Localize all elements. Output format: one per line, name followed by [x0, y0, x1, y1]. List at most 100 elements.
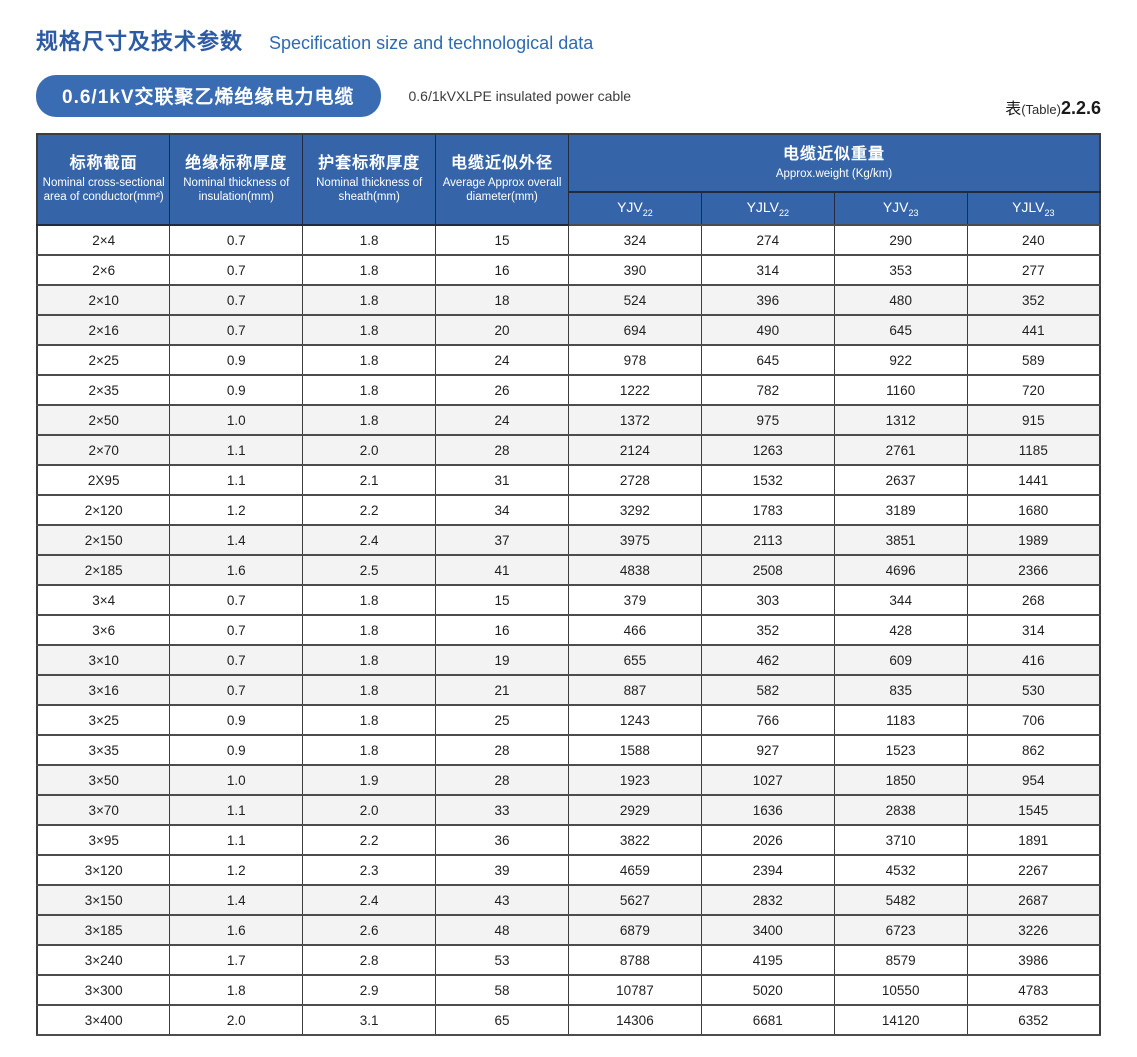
table-cell: 39 [435, 854, 569, 886]
header-yjv23: YJV23 [833, 191, 968, 226]
table-cell: 645 [700, 344, 835, 376]
table-cell: 2.2 [302, 824, 437, 856]
table-row: 3×240 1.7 2.8 53 8788 4195 8579 3986 [36, 944, 1101, 976]
table-cell: 5020 [700, 974, 835, 1006]
table-cell: 18 [435, 284, 569, 316]
table-cell: 1850 [833, 764, 968, 796]
table-cell: 0.7 [169, 614, 304, 646]
spec-table-body: 2×4 0.7 1.8 15 324 274 290 240 2×6 0.7 1.8 16 390 314… [36, 224, 1101, 1036]
table-cell: 240 [966, 224, 1101, 256]
header-yjlv23-label: YJLV [1012, 199, 1045, 216]
table-cell: 975 [700, 404, 835, 436]
header-overall-diameter-en: Average Approx overall diameter(mm) [442, 177, 562, 204]
table-cell: 352 [966, 284, 1101, 316]
table-row: 3×50 1.0 1.9 28 1923 1027 1850 954 [36, 764, 1101, 796]
table-cell: 2929 [568, 794, 702, 826]
table-cell: 2.0 [302, 434, 437, 466]
table-row: 2×25 0.9 1.8 24 978 645 922 589 [36, 344, 1101, 376]
table-cell: 0.9 [169, 704, 304, 736]
header-weight-group-en: Approx.weight (Kg/km) [775, 167, 893, 180]
table-cell: 4783 [966, 974, 1101, 1006]
page-title-zh: 规格尺寸及技术参数 [36, 29, 244, 54]
table-cell: 8579 [833, 944, 968, 976]
table-cell: 1.8 [302, 704, 437, 736]
table-cell: 0.7 [169, 314, 304, 346]
header-yjv23-subscript: 23 [908, 207, 919, 218]
table-cell: 1263 [700, 434, 835, 466]
row-size-cell: 3×6 [36, 614, 171, 646]
table-cell: 862 [966, 734, 1101, 766]
header-row-sub: YJV22 YJLV22 YJV23 YJLV23 [37, 191, 1101, 226]
table-cell: 2.2 [302, 494, 437, 526]
table-cell: 3226 [966, 914, 1101, 946]
table-cell: 1923 [568, 764, 702, 796]
table-cell: 927 [700, 734, 835, 766]
row-size-cell: 2×150 [36, 524, 171, 556]
table-cell: 20 [435, 314, 569, 346]
header-nominal-area-zh: 标称截面 [69, 155, 138, 173]
table-cell: 1185 [966, 434, 1101, 466]
product-badge-en: 0.6/1kVXLPE insulated power cable [408, 88, 632, 104]
table-cell: 48 [435, 914, 569, 946]
table-cell: 1636 [700, 794, 835, 826]
table-cell: 352 [700, 614, 835, 646]
table-cell: 344 [833, 584, 968, 616]
table-cell: 3851 [833, 524, 968, 556]
table-cell: 3400 [700, 914, 835, 946]
table-cell: 1.0 [169, 764, 304, 796]
table-cell: 290 [833, 224, 968, 256]
table-cell: 5627 [568, 884, 702, 916]
table-cell: 922 [833, 344, 968, 376]
row-size-cell: 2×4 [36, 224, 171, 256]
table-cell: 3.1 [302, 1004, 437, 1036]
header-weight-group: 电缆近似重量 Approx.weight (Kg/km) [568, 133, 1101, 193]
table-cell: 835 [833, 674, 968, 706]
table-cell: 8788 [568, 944, 702, 976]
table-cell: 10787 [568, 974, 702, 1006]
table-cell: 428 [833, 614, 968, 646]
table-cell: 1.8 [302, 674, 437, 706]
table-row: 2×35 0.9 1.8 26 1222 782 1160 720 [36, 374, 1101, 406]
table-cell: 0.9 [169, 374, 304, 406]
table-row: 3×185 1.6 2.6 48 6879 3400 6723 3226 [36, 914, 1101, 946]
table-cell: 314 [966, 614, 1101, 646]
page-title-en: Specification size and technological dat… [269, 33, 594, 53]
row-size-cell: 3×150 [36, 884, 171, 916]
table-cell: 303 [700, 584, 835, 616]
table-cell: 4696 [833, 554, 968, 586]
table-cell: 277 [966, 254, 1101, 286]
table-cell: 0.7 [169, 674, 304, 706]
table-cell: 25 [435, 704, 569, 736]
table-ref-paren: (Table) [1021, 102, 1061, 117]
table-cell: 954 [966, 764, 1101, 796]
table-cell: 1.8 [302, 614, 437, 646]
row-size-cell: 2×35 [36, 374, 171, 406]
table-cell: 1.9 [302, 764, 437, 796]
table-cell: 379 [568, 584, 702, 616]
table-row: 3×35 0.9 1.8 28 1588 927 1523 862 [36, 734, 1101, 766]
table-cell: 21 [435, 674, 569, 706]
table-cell: 1523 [833, 734, 968, 766]
table-cell: 2366 [966, 554, 1101, 586]
table-cell: 2.4 [302, 524, 437, 556]
row-size-cell: 3×185 [36, 914, 171, 946]
row-size-cell: 2×120 [36, 494, 171, 526]
table-cell: 274 [700, 224, 835, 256]
row-size-cell: 3×50 [36, 764, 171, 796]
table-cell: 1989 [966, 524, 1101, 556]
table-cell: 2267 [966, 854, 1101, 886]
table-cell: 1441 [966, 464, 1101, 496]
table-row: 3×300 1.8 2.9 58 10787 5020 10550 4783 [36, 974, 1101, 1006]
table-cell: 26 [435, 374, 569, 406]
table-cell: 2832 [700, 884, 835, 916]
row-size-cell: 3×16 [36, 674, 171, 706]
table-cell: 1680 [966, 494, 1101, 526]
table-cell: 14120 [833, 1004, 968, 1036]
table-cell: 1545 [966, 794, 1101, 826]
table-cell: 3710 [833, 824, 968, 856]
table-row: 2×50 1.0 1.8 24 1372 975 1312 915 [36, 404, 1101, 436]
table-cell: 1588 [568, 734, 702, 766]
table-cell: 0.7 [169, 584, 304, 616]
table-cell: 2687 [966, 884, 1101, 916]
table-cell: 915 [966, 404, 1101, 436]
